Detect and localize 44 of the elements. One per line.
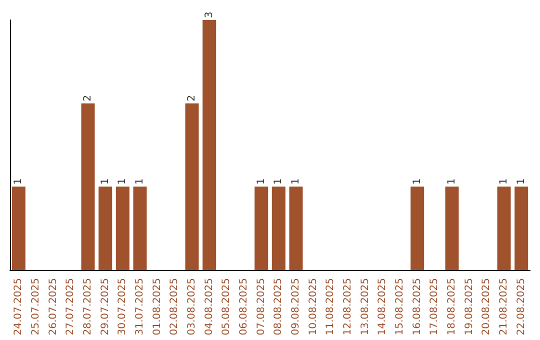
data-label: 1 [117,178,128,185]
x-tick-label: 30.07.2025 [117,278,128,336]
x-tick-label: 29.07.2025 [100,278,111,336]
x-tick-label: 08.08.2025 [273,278,284,336]
x-tick-label: 15.08.2025 [394,278,406,336]
x-tick-label: 21.08.2025 [498,278,510,336]
data-label: 1 [13,178,24,185]
data-label: 2 [186,94,198,102]
x-tick-label: 24.07.2025 [13,278,24,336]
x-tick-label: 25.07.2025 [30,278,42,336]
x-tick-label: 01.08.2025 [152,278,163,336]
data-label: 1 [498,178,510,185]
data-label: 1 [290,178,302,185]
x-tick-label: 14.08.2025 [377,278,388,336]
x-tick-label: 06.08.2025 [238,278,250,336]
x-tick-label: 19.08.2025 [464,278,475,336]
x-tick-label: 17.08.2025 [429,278,440,336]
x-tick-label: 18.08.2025 [446,278,458,336]
x-tick-label: 03.08.2025 [186,278,198,336]
x-tick-label: 28.07.2025 [82,278,94,336]
data-label: 1 [134,178,146,185]
x-tick-label: 09.08.2025 [290,278,302,336]
x-tick-label: 07.08.2025 [256,278,267,336]
x-tick-label: 26.07.2025 [48,278,59,336]
x-tick-label: 02.08.2025 [169,278,180,336]
x-tick-label: 12.08.2025 [342,278,354,336]
x-tick-label: 27.07.2025 [65,278,76,336]
x-tick-label: 10.08.2025 [308,278,319,336]
data-label: 3 [204,12,215,18]
x-tick-label: 13.08.2025 [360,278,371,336]
data-label: 1 [516,178,527,185]
data-label: 1 [446,178,458,185]
x-tick-label: 11.08.2025 [325,278,336,336]
data-label: 2 [82,94,94,102]
x-tick-label: 16.08.2025 [412,278,423,336]
x-tick-label: 05.08.2025 [221,278,232,336]
data-label: 1 [273,178,284,185]
data-label: 1 [412,178,423,185]
x-tick-label: 04.08.2025 [204,278,215,336]
x-tick-label: 31.07.2025 [134,278,146,336]
x-tick-label: 22.08.2025 [516,278,527,336]
data-label: 1 [100,178,111,185]
data-label: 1 [256,178,267,185]
x-tick-label: 20.08.2025 [481,278,492,336]
